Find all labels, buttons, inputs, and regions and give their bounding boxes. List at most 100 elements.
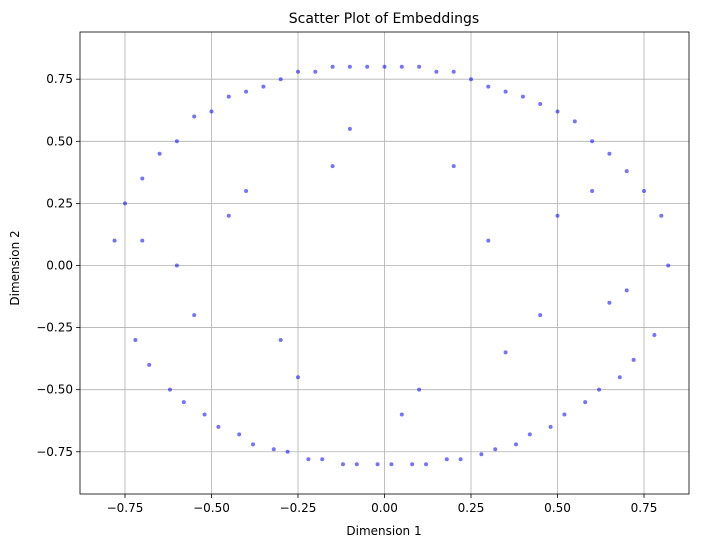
scatter-point [458,457,463,462]
scatter-point [192,313,197,318]
scatter-point [590,139,595,144]
scatter-point [666,263,671,268]
scatter-point [538,313,543,318]
scatter-point [330,164,335,169]
scatter-point [251,442,256,447]
grid [80,32,689,494]
scatter-point [271,447,276,452]
y-tick-label: −0.25 [36,321,73,335]
x-axis-label: Dimension 1 [346,524,421,538]
x-tick-label: 0.00 [371,501,398,515]
scatter-point [607,151,612,156]
y-tick-label: −0.50 [36,383,73,397]
scatter-point [382,64,387,69]
scatter-point [340,462,345,467]
scatter-point [354,462,359,467]
scatter-point [520,94,525,99]
scatter-point [209,109,214,114]
scatter-point [617,375,622,380]
scatter-point [444,457,449,462]
data-points [112,64,671,467]
scatter-point [181,400,186,405]
y-axis-label: Dimension 2 [8,230,22,305]
scatter-point [347,126,352,131]
scatter-point [226,94,231,99]
scatter-point [555,109,560,114]
scatter-point [417,64,422,69]
scatter-point [295,69,300,74]
y-axis-ticks: −0.75 −0.50 −0.25 0.00 0.25 0.50 0.75 [36,72,80,459]
scatter-point [112,238,117,243]
scatter-point [624,169,629,174]
y-tick-label: −0.75 [36,445,73,459]
scatter-point [278,338,283,342]
scatter-point [140,238,145,243]
scatter-point [167,387,172,392]
scatter-point [202,412,207,417]
scatter-point [451,69,456,74]
scatter-point [513,442,518,447]
scatter-point [375,462,380,467]
scatter-point [147,362,152,367]
x-tick-label: −0.75 [107,501,144,515]
scatter-point [261,84,266,89]
scatter-point [424,462,429,467]
scatter-point [503,89,508,94]
scatter-point [347,64,352,69]
scatter-point [192,114,197,119]
scatter-point [652,333,657,338]
scatter-point [157,151,162,156]
scatter-point [493,447,498,452]
scatter-point [389,462,394,467]
scatter-point [330,64,335,69]
scatter-point [624,288,629,293]
scatter-point [365,64,370,69]
scatter-point [503,350,508,355]
scatter-point [659,213,664,218]
scatter-point [572,119,577,124]
scatter-point [538,102,543,107]
scatter-point [399,412,404,417]
y-tick-label: 0.50 [46,134,73,148]
scatter-point [434,69,439,74]
scatter-point [417,387,422,392]
scatter-point [562,412,567,417]
scatter-point [631,357,636,362]
scatter-point [469,77,474,82]
scatter-point [244,188,249,193]
chart-title: Scatter Plot of Embeddings [289,11,479,27]
scatter-point [244,89,249,94]
scatter-point [583,400,588,405]
scatter-point [216,424,221,429]
scatter-point [122,201,127,206]
scatter-point [486,84,491,89]
scatter-point [410,462,415,467]
scatter-point [295,375,300,380]
scatter-point [313,69,318,74]
x-tick-label: −0.25 [280,501,317,515]
x-tick-label: 0.50 [544,501,571,515]
y-tick-label: 0.00 [46,258,73,272]
scatter-point [237,432,242,437]
scatter-point [486,238,491,243]
scatter-point [320,457,325,462]
scatter-point [607,300,612,305]
scatter-point [285,449,290,454]
scatter-point [133,338,138,342]
scatter-point [174,139,179,144]
scatter-point [174,263,179,268]
scatter-point [479,452,484,457]
scatter-point [548,424,553,429]
x-axis-ticks: −0.75 −0.50 −0.25 0.00 0.25 0.50 0.75 [107,494,657,515]
scatter-point [140,176,145,181]
scatter-point [451,164,456,169]
y-tick-label: 0.75 [46,72,73,86]
x-tick-label: 0.25 [458,501,485,515]
scatter-point [597,387,602,392]
scatter-point [278,77,283,82]
scatter-point [555,213,560,218]
scatter-point [399,64,404,69]
scatter-point [642,188,647,193]
y-tick-label: 0.25 [46,196,73,210]
